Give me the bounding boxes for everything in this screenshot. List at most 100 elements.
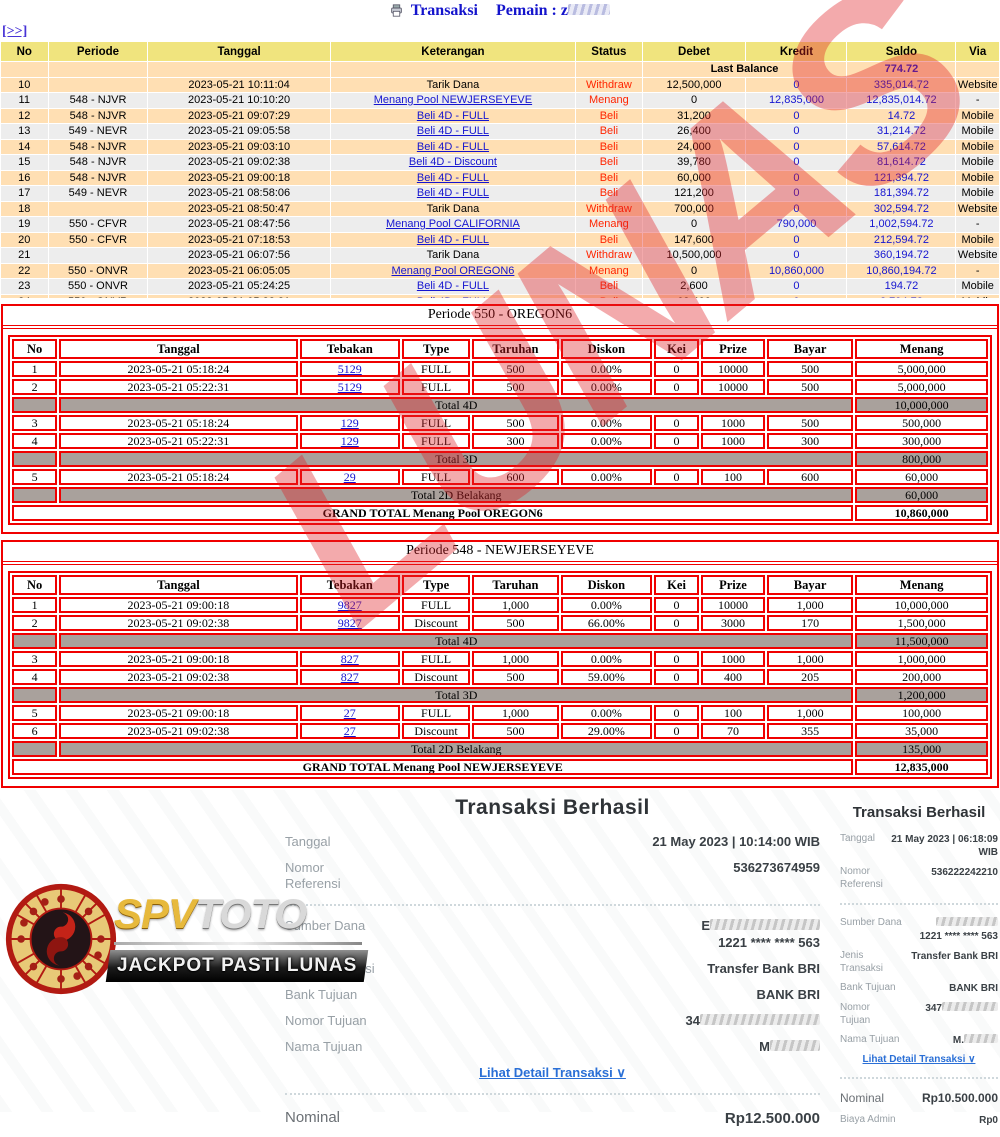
- grand-total-value: 12,835,000: [855, 759, 988, 775]
- nama-value: M: [759, 1039, 820, 1056]
- print-icon: [390, 4, 403, 22]
- bet-row: 2 2023-05-21 09:02:38 9827 Discount 500 66.00…: [12, 615, 988, 631]
- total-label: Total 2D Belakang: [59, 487, 854, 503]
- table-row: 18 2023-05-21 08:50:47 Tarik Dana Withdraw 7…: [0, 200, 1000, 217]
- table-row: 11 548 - NJVR 2023-05-21 10:10:20 Menang Po…: [0, 92, 1000, 109]
- cell-keterangan: Beli 4D - FULL: [329, 169, 577, 186]
- col-via: Via: [955, 41, 1000, 62]
- section-title: Periode 550 - OREGON6: [3, 306, 997, 329]
- total-value: 135,000: [855, 741, 988, 757]
- tebakan-link[interactable]: 827: [340, 670, 359, 684]
- total-value: 10,000,000: [855, 397, 988, 413]
- total-label: Total 4D: [59, 397, 854, 413]
- tagline-banner: JACKPOT PASTI LUNAS: [105, 950, 369, 982]
- zodiac-wheel-icon: [5, 883, 117, 995]
- bet-table-newjerseyeve: No Tanggal Tebakan Type Taruhan Diskon K…: [8, 571, 992, 779]
- total-row: Total 3D 1,200,000: [12, 687, 988, 703]
- cell-keterangan: Beli 4D - FULL: [329, 293, 577, 299]
- bet-row: 1 2023-05-21 05:18:24 5129 FULL 500 0.00% 0 100…: [12, 361, 988, 377]
- divider: [285, 1092, 820, 1095]
- redacted-account-name: [936, 917, 998, 926]
- col-tanggal: Tanggal: [147, 41, 331, 62]
- keterangan-link[interactable]: Menang Pool OREGON6: [391, 264, 515, 277]
- table-row: 22 550 - ONVR 2023-05-21 06:05:05 Menang Po…: [0, 262, 1000, 279]
- tebakan-link[interactable]: 29: [343, 470, 356, 484]
- total-value: 11,500,000: [855, 633, 988, 649]
- detail-transaksi-link[interactable]: Lihat Detail Transaksi ∨: [479, 1064, 626, 1080]
- total-row: Total 2D Belakang 135,000: [12, 741, 988, 757]
- tebakan-link[interactable]: 129: [340, 416, 359, 430]
- field-label: Nominal: [840, 1091, 885, 1105]
- bet-table-oregon6: No Tanggal Tebakan Type Taruhan Diskon K…: [8, 335, 992, 525]
- pagination-next-link[interactable]: [>>]: [2, 24, 28, 39]
- player-label: Pemain : z: [496, 2, 568, 19]
- cell-keterangan: Beli 4D - FULL: [329, 123, 577, 140]
- referensi-value: 536273674959: [733, 859, 820, 875]
- keterangan-link[interactable]: Beli 4D - FULL: [416, 109, 489, 122]
- keterangan-link[interactable]: Beli 4D - FULL: [416, 187, 489, 199]
- table-row: 21 2023-05-21 06:07:56 Tarik Dana Withdraw 1…: [0, 247, 1000, 264]
- section-newjerseyeve: Periode 548 - NEWJERSEYEVE No Tanggal Te…: [1, 540, 999, 788]
- field-label: Nomor Referensi: [840, 866, 883, 890]
- grand-total-row: GRAND TOTAL Menang Pool NEWJERSEYEVE 12,8…: [12, 759, 988, 775]
- total-row: Total 4D 11,500,000: [12, 633, 988, 649]
- tebakan-link[interactable]: 827: [340, 652, 359, 666]
- col-no: No: [0, 41, 49, 62]
- cell-keterangan: Beli 4D - FULL: [329, 185, 577, 202]
- tebakan-link[interactable]: 27: [343, 706, 356, 720]
- keterangan-link[interactable]: Beli 4D - FULL: [416, 125, 489, 137]
- table-row: 10 2023-05-21 10:11:04 Tarik Dana Withdraw 1…: [0, 76, 1000, 93]
- last-balance-label: Last Balance: [641, 61, 848, 78]
- transaction-table-wrap: No Periode Tanggal Keterangan Status Deb…: [0, 41, 1000, 298]
- table-row: 19 550 - CFVR 2023-05-21 08:47:56 Menang Po…: [0, 216, 1000, 233]
- col-kredit: Kredit: [745, 41, 848, 62]
- total-row: Total 2D Belakang 60,000: [12, 487, 988, 503]
- brand-wordmark: SPVTOTO: [114, 890, 370, 938]
- table-row: 23 550 - ONVR 2023-05-21 05:24:25 Beli 4D -…: [0, 278, 1000, 295]
- keterangan-link[interactable]: Beli 4D - FULL: [417, 296, 489, 299]
- cell-keterangan: Beli 4D - FULL: [329, 107, 577, 124]
- site-logo: SPVTOTO JACKPOT PASTI LUNAS: [0, 878, 372, 1000]
- field-label: Nomor Tujuan: [840, 1002, 871, 1026]
- tebakan-link[interactable]: 5129: [337, 380, 362, 394]
- keterangan-link[interactable]: Beli 4D - Discount: [408, 156, 497, 168]
- bet-header-row: No Tanggal Tebakan Type Taruhan Diskon K…: [12, 339, 988, 359]
- bet-row: 1 2023-05-21 09:00:18 9827 FULL 1,000 0.00% 0 1…: [12, 597, 988, 613]
- keterangan-link[interactable]: Beli 4D - FULL: [416, 280, 489, 292]
- bet-row: 4 2023-05-21 05:22:31 129 FULL 300 0.00% 0 1000…: [12, 433, 988, 449]
- tebakan-link[interactable]: 9827: [337, 598, 362, 612]
- detail-transaksi-link[interactable]: Lihat Detail Transaksi ∨: [862, 1054, 976, 1065]
- last-balance-row: Last Balance 774.72: [0, 61, 1000, 78]
- tebakan-link[interactable]: 27: [343, 724, 356, 738]
- table-row: 16 548 - NJVR 2023-05-21 09:00:18 Beli 4D -…: [0, 169, 1000, 186]
- redacted-account-number: [942, 1002, 998, 1011]
- field-label: Sumber Dana: [840, 917, 902, 928]
- keterangan-link[interactable]: Beli 4D - FULL: [416, 233, 489, 246]
- total-value: 800,000: [855, 451, 988, 467]
- total-label: Total 2D Belakang: [59, 741, 854, 757]
- redacted-account-number: [700, 1013, 820, 1025]
- bet-row: 3 2023-05-21 05:18:24 129 FULL 500 0.00% 0 1000…: [12, 415, 988, 431]
- total-label: Total 4D: [59, 633, 854, 649]
- keterangan-link[interactable]: Menang Pool NEWJERSEYEVE: [373, 94, 533, 106]
- keterangan-link[interactable]: Beli 4D - FULL: [416, 171, 489, 184]
- tanggal-value: 21 May 2023 | 10:14:00 WIB: [652, 834, 820, 849]
- cell-keterangan: Tarik Dana: [329, 247, 577, 264]
- keterangan-link[interactable]: Beli 4D - FULL: [416, 140, 489, 153]
- tebakan-link[interactable]: 5129: [337, 362, 362, 376]
- grand-total-row: GRAND TOTAL Menang Pool OREGON6 10,860,00…: [12, 505, 988, 521]
- table-row: 15 548 - NJVR 2023-05-21 09:02:38 Beli 4D -…: [0, 154, 1000, 171]
- field-label: Biaya Admin: [840, 1113, 896, 1125]
- field-label: Nomor Referensi: [285, 859, 341, 892]
- tebakan-link[interactable]: 9827: [337, 616, 362, 630]
- total-value: 60,000: [855, 487, 988, 503]
- brand-silver-text: TOTO: [195, 890, 307, 937]
- cell-keterangan: Tarik Dana: [329, 76, 577, 93]
- cell-keterangan: Beli 4D - FULL: [329, 231, 577, 248]
- last-balance-value: 774.72: [846, 61, 957, 78]
- keterangan-link[interactable]: Menang Pool CALIFORNIA: [385, 218, 520, 230]
- bank-value: BANK BRI: [949, 983, 998, 994]
- field-label: Nama Tujuan: [285, 1038, 363, 1054]
- tebakan-link[interactable]: 129: [340, 434, 359, 448]
